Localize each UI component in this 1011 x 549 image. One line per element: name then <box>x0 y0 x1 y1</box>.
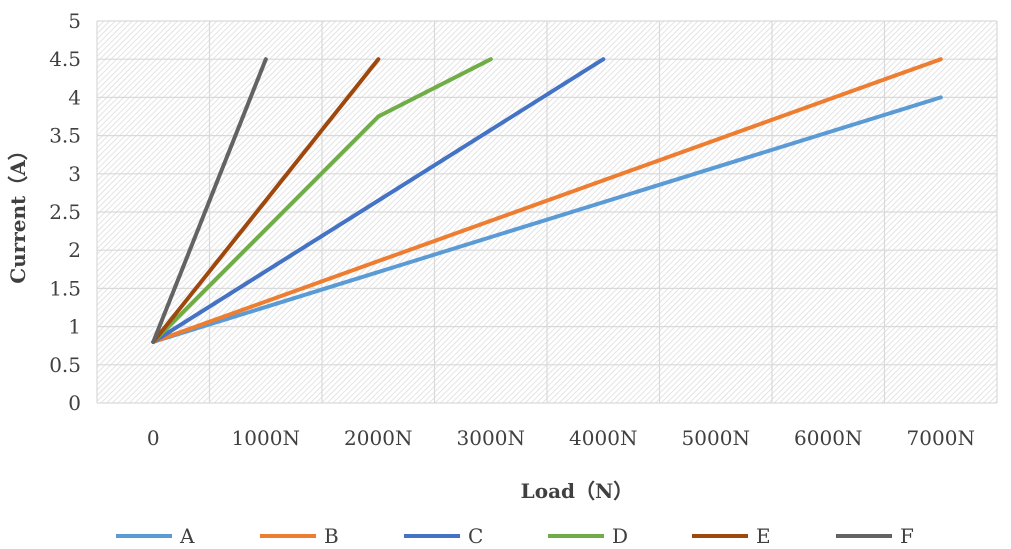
legend-label-d: D <box>612 524 628 548</box>
y-tick-label: 0.5 <box>49 353 81 377</box>
x-tick-label: 6000N <box>794 426 862 450</box>
y-axis-ticks: 0 0.5 1 1.5 2 2.5 3 3.5 4 4.5 5 <box>49 9 81 415</box>
legend-label-c: C <box>468 524 483 548</box>
x-axis-title: Load（N） <box>521 479 634 503</box>
x-tick-label: 3000N <box>457 426 525 450</box>
gridlines <box>96 20 998 404</box>
series-line-f <box>151 57 268 344</box>
y-tick-label: 3.5 <box>49 124 81 148</box>
series-line-b <box>151 57 943 344</box>
series-line-d <box>151 57 493 344</box>
y-tick-label: 5 <box>68 9 81 33</box>
legend: A B C D E F <box>116 524 914 548</box>
y-tick-label: 2 <box>68 238 81 262</box>
legend-label-f: F <box>900 524 914 548</box>
series-line-a <box>151 95 943 344</box>
legend-label-a: A <box>179 524 195 548</box>
x-tick-label: 1000N <box>232 426 300 450</box>
y-tick-label: 2.5 <box>49 200 81 224</box>
legend-label-b: B <box>324 524 339 548</box>
series-line-c <box>151 57 606 344</box>
series-line-e <box>151 57 381 344</box>
x-tick-label: 0 <box>147 426 160 450</box>
y-axis-title: Current（A） <box>6 140 30 284</box>
y-tick-label: 4.5 <box>49 47 81 71</box>
y-tick-label: 1 <box>68 315 81 339</box>
x-tick-label: 4000N <box>569 426 637 450</box>
legend-label-e: E <box>756 524 771 548</box>
y-tick-label: 0 <box>68 391 81 415</box>
x-tick-label: 5000N <box>682 426 750 450</box>
y-tick-label: 3 <box>68 162 81 186</box>
y-tick-label: 4 <box>68 85 81 109</box>
x-tick-label: 2000N <box>344 426 412 450</box>
x-axis-ticks: 0 1000N 2000N 3000N 4000N 5000N 6000N 7000N <box>147 426 975 450</box>
y-tick-label: 1.5 <box>49 276 81 300</box>
series-lines <box>151 57 943 344</box>
x-tick-label: 7000N <box>907 426 975 450</box>
